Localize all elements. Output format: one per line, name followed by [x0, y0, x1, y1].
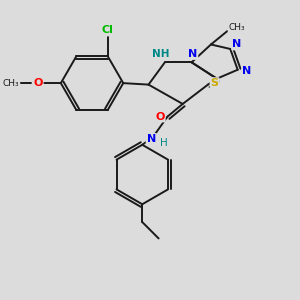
Text: O: O — [33, 78, 43, 88]
Text: N: N — [147, 134, 156, 144]
Text: H: H — [160, 138, 168, 148]
Text: N: N — [242, 66, 251, 76]
Text: N: N — [232, 40, 242, 50]
Text: O: O — [155, 112, 165, 122]
Text: NH: NH — [152, 49, 169, 59]
Text: S: S — [211, 78, 218, 88]
Text: CH₃: CH₃ — [3, 79, 20, 88]
Text: Cl: Cl — [102, 25, 114, 35]
Text: CH₃: CH₃ — [229, 23, 245, 32]
Text: N: N — [188, 49, 197, 59]
